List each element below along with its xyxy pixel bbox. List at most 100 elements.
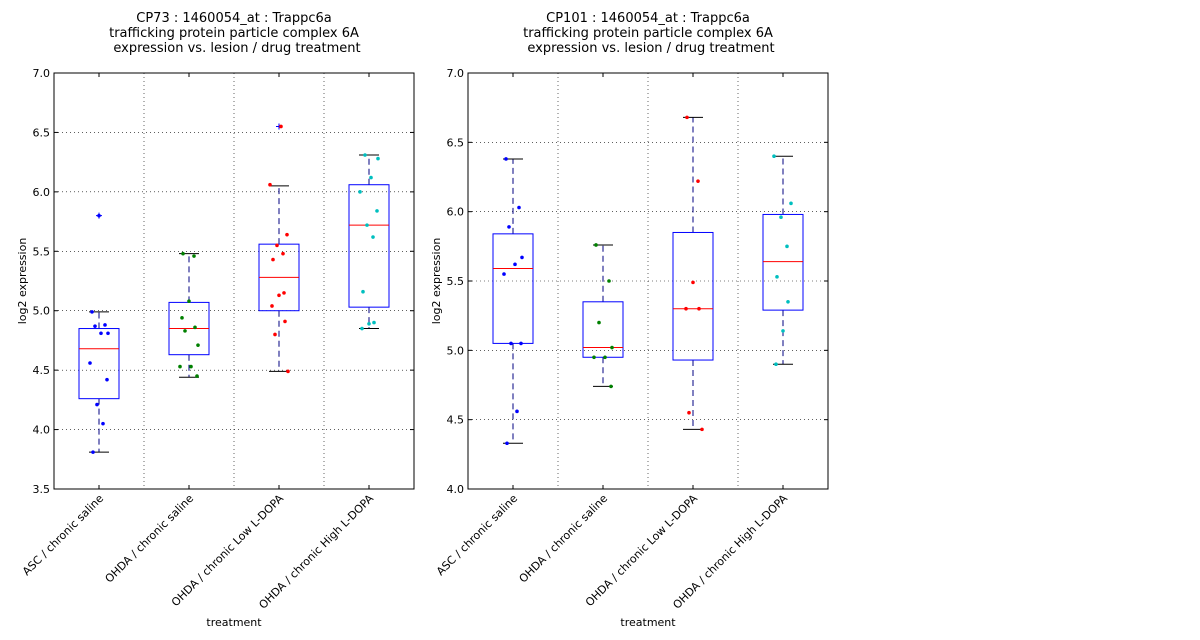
box: [672, 231, 714, 361]
chart2-plot: 4.0 4.5 5.0 5.5 6.0 6.5 7.0 ASC / chronic salin…: [434, 67, 829, 612]
data-point: [285, 232, 289, 237]
data-point: [93, 324, 97, 328]
data-point: [603, 355, 607, 360]
data-point: [286, 369, 290, 374]
data-point: [358, 190, 362, 194]
data-point: [367, 321, 371, 326]
data-point: [517, 205, 521, 210]
y-tick-label: 6.0: [33, 186, 51, 199]
box: [348, 184, 390, 308]
data-point: [504, 157, 508, 161]
data-point: [192, 254, 196, 258]
data-point: [196, 343, 200, 347]
data-point: [789, 201, 793, 206]
chart1-ylabel: log2 expression: [16, 238, 29, 325]
data-point: [90, 310, 94, 314]
y-tick-label: 5.0: [447, 344, 465, 357]
data-point: [691, 280, 695, 285]
box: [582, 301, 624, 358]
data-point: [103, 323, 107, 327]
y-tick-label: 5.0: [33, 305, 51, 318]
data-point: [283, 319, 287, 324]
data-point: [189, 364, 193, 369]
data-point: [594, 243, 598, 247]
data-point: [369, 175, 373, 180]
data-point: [610, 345, 614, 350]
chart1-title-line1: CP73 : 1460054_at : Trappc6a: [136, 11, 331, 26]
y-tick-label: 7.0: [447, 67, 465, 80]
data-point: [786, 300, 790, 304]
data-point: [361, 289, 365, 294]
data-point: [281, 251, 285, 256]
data-point: [183, 329, 187, 333]
data-point: [180, 316, 184, 320]
data-point: [279, 124, 283, 129]
x-tick-label: OHDA / chronic saline: [103, 492, 197, 586]
y-tick-label: 6.0: [447, 206, 465, 219]
data-point: [519, 341, 523, 346]
data-point: [505, 441, 509, 446]
data-point: [271, 257, 275, 262]
chart1-title-line2: trafficking protein particle complex 6A: [109, 26, 359, 41]
data-point: [687, 410, 691, 415]
data-point: [375, 209, 379, 213]
data-point: [97, 213, 101, 218]
chart2-title-line2: trafficking protein particle complex 6A: [523, 26, 773, 41]
data-point: [696, 179, 700, 183]
data-point: [106, 331, 110, 336]
data-point: [187, 299, 191, 304]
axes-frame: [53, 72, 415, 490]
data-point: [592, 355, 596, 360]
data-point: [365, 223, 369, 227]
x-tick-label: OHDA / chronic saline: [517, 492, 611, 586]
data-point: [270, 304, 274, 308]
data-point: [509, 341, 513, 346]
data-point: [282, 291, 286, 295]
data-point: [775, 275, 779, 279]
chart1-plot: 3.5 4.0 4.5 5.0 5.5 6.0 6.5 7.0 ASC / chronic sa…: [20, 67, 415, 612]
y-tick-label: 5.5: [33, 245, 51, 258]
data-point: [88, 361, 92, 365]
chart2-xlabel: treatment: [620, 616, 676, 629]
data-point: [372, 320, 376, 325]
y-tick-label: 6.5: [33, 126, 51, 139]
data-point: [277, 293, 281, 298]
data-point: [268, 182, 272, 187]
data-point: [273, 332, 277, 337]
data-point: [609, 384, 613, 389]
chart1-title-line3: expression vs. lesion / drug treatment: [113, 41, 360, 56]
data-point: [275, 243, 279, 248]
data-point: [101, 421, 105, 426]
data-point: [502, 272, 506, 276]
data-point: [507, 225, 511, 229]
data-point: [95, 402, 99, 407]
data-point: [781, 329, 785, 333]
data-point: [685, 115, 689, 120]
box: [78, 328, 120, 400]
y-tick-label: 3.5: [33, 483, 51, 496]
data-point: [515, 409, 519, 414]
data-point: [195, 374, 199, 378]
data-point: [520, 255, 524, 260]
chart2-title-line3: expression vs. lesion / drug treatment: [527, 41, 774, 56]
y-tick-label: 6.5: [447, 136, 465, 149]
data-point: [607, 279, 611, 283]
chart2-ylabel: log2 expression: [430, 238, 443, 325]
y-tick-label: 4.5: [33, 364, 51, 377]
y-tick-label: 5.5: [447, 275, 465, 288]
box: [762, 213, 804, 311]
x-tick-label: ASC / chronic saline: [434, 492, 520, 578]
y-tick-label: 4.5: [447, 414, 465, 427]
data-point: [360, 326, 364, 331]
chart2-title-line1: CP101 : 1460054_at : Trappc6a: [546, 11, 750, 26]
data-point: [774, 362, 778, 367]
y-tick-label: 7.0: [33, 67, 51, 80]
x-tick-label: ASC / chronic saline: [20, 492, 106, 578]
y-tick-label: 4.0: [33, 424, 51, 437]
data-point: [513, 262, 517, 267]
data-point: [684, 306, 688, 311]
data-point: [178, 364, 182, 369]
data-point: [105, 377, 109, 382]
data-point: [700, 427, 704, 432]
